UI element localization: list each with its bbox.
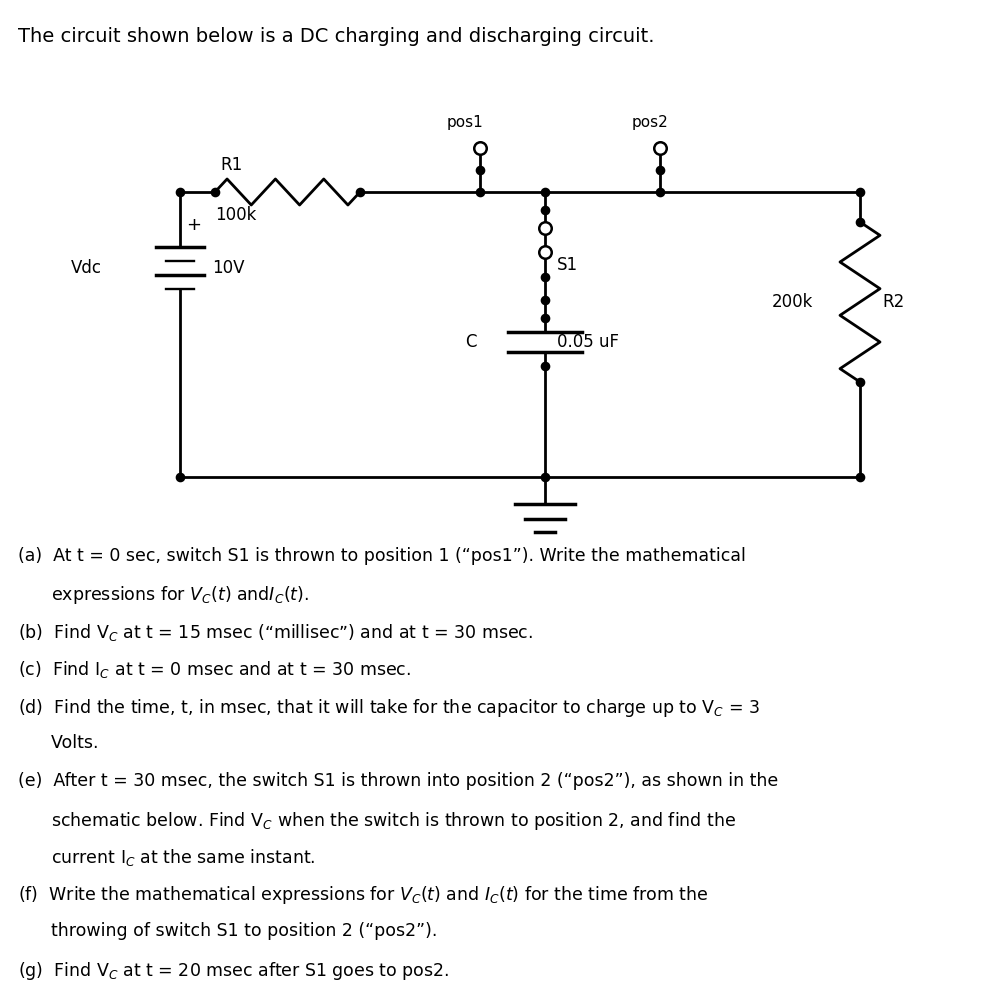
Text: 200k: 200k — [771, 293, 812, 311]
Text: schematic below. Find V$_C$ when the switch is thrown to position 2, and find th: schematic below. Find V$_C$ when the swi… — [18, 809, 735, 832]
Text: 10V: 10V — [212, 259, 245, 277]
Text: The circuit shown below is a DC charging and discharging circuit.: The circuit shown below is a DC charging… — [18, 27, 654, 46]
Text: (d)  Find the time, t, in msec, that it will take for the capacitor to charge up: (d) Find the time, t, in msec, that it w… — [18, 697, 759, 719]
Text: expressions for $V_C(t)$ and$I_C(t)$.: expressions for $V_C(t)$ and$I_C(t)$. — [18, 584, 309, 607]
Text: (b)  Find V$_C$ at t = 15 msec (“millisec”) and at t = 30 msec.: (b) Find V$_C$ at t = 15 msec (“millisec… — [18, 622, 533, 643]
Text: C: C — [465, 333, 476, 351]
Text: R2: R2 — [881, 293, 904, 311]
Text: +: + — [186, 216, 201, 234]
Text: (f)  Write the mathematical expressions for $V_C(t)$ and $I_C(t)$ for the time f: (f) Write the mathematical expressions f… — [18, 885, 708, 906]
Text: (e)  After t = 30 msec, the switch S1 is thrown into position 2 (“pos2”), as sho: (e) After t = 30 msec, the switch S1 is … — [18, 772, 777, 790]
Text: current I$_C$ at the same instant.: current I$_C$ at the same instant. — [18, 847, 315, 868]
Text: (g)  Find V$_C$ at t = 20 msec after S1 goes to pos2.: (g) Find V$_C$ at t = 20 msec after S1 g… — [18, 959, 448, 981]
Text: pos2: pos2 — [631, 115, 668, 130]
Text: pos1: pos1 — [446, 115, 482, 130]
Text: (c)  Find I$_C$ at t = 0 msec and at t = 30 msec.: (c) Find I$_C$ at t = 0 msec and at t = … — [18, 660, 411, 681]
Text: 0.05 uF: 0.05 uF — [557, 333, 619, 351]
Text: 100k: 100k — [215, 206, 256, 224]
Text: throwing of switch S1 to position 2 (“pos2”).: throwing of switch S1 to position 2 (“po… — [18, 922, 437, 940]
Text: R1: R1 — [220, 156, 242, 174]
Text: S1: S1 — [557, 256, 578, 274]
Text: (a)  At t = 0 sec, switch S1 is thrown to position 1 (“pos1”). Write the mathema: (a) At t = 0 sec, switch S1 is thrown to… — [18, 547, 745, 565]
Text: Volts.: Volts. — [18, 735, 98, 752]
Text: Vdc: Vdc — [71, 259, 102, 277]
